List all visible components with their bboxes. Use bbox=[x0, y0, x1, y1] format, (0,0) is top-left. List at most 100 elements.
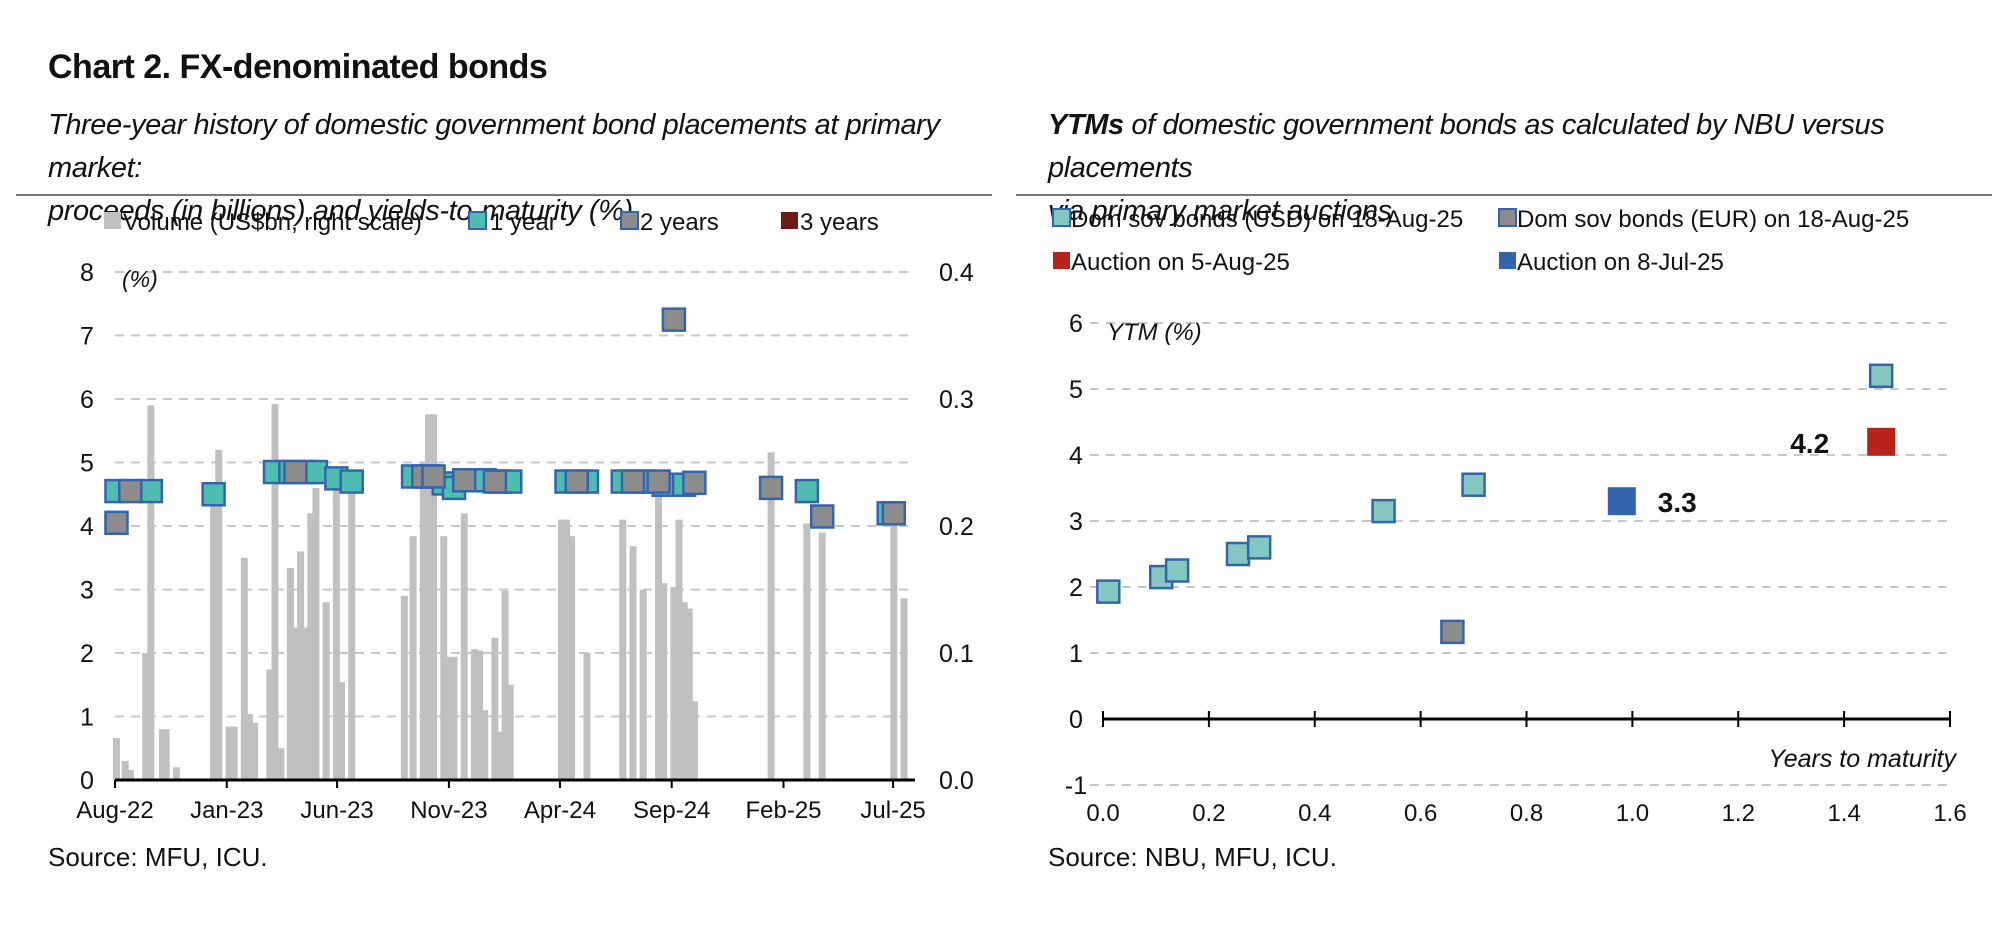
legend-3-years-label: 3 years bbox=[800, 209, 879, 236]
volume-bar bbox=[322, 602, 330, 780]
right-chart-subtitle: YTMs of domestic government bonds as cal… bbox=[1048, 104, 2008, 233]
volume-bar bbox=[690, 701, 698, 780]
legend-volume-swatch bbox=[104, 212, 121, 229]
right-subtitle-line-2: via primary market auctions bbox=[1048, 195, 1392, 227]
y-left-tick-label: 0 bbox=[80, 767, 94, 795]
usd-bond-marker bbox=[1164, 558, 1190, 583]
legend-2-years-swatch bbox=[620, 211, 639, 230]
volume-bar bbox=[297, 551, 305, 780]
volume-bar bbox=[675, 519, 683, 780]
auction-jul-data-label: 3.3 bbox=[1658, 487, 1697, 518]
volume-bar bbox=[639, 589, 647, 780]
ytm-1-year-marker bbox=[303, 459, 329, 485]
x-tick-label: 0.4 bbox=[1298, 800, 1331, 827]
volume-bar bbox=[424, 414, 432, 780]
ytm-2-years-marker bbox=[682, 470, 707, 496]
ytm-2-years-marker bbox=[283, 459, 308, 485]
legend-usd-label: Dom sov bonds (USD) on 18-Aug-25 bbox=[1071, 206, 1463, 233]
volume-bar bbox=[583, 653, 591, 780]
legend-auction-jul-label: Auction on 8-Jul-25 bbox=[1517, 249, 1724, 276]
legend-eur-label: Dom sov bonds (EUR) on 18-Aug-25 bbox=[1517, 206, 1909, 233]
left-divider bbox=[16, 194, 992, 196]
y-left-tick-label: 7 bbox=[80, 323, 94, 351]
volume-bar bbox=[286, 567, 294, 780]
volume-bar bbox=[142, 653, 150, 780]
volume-bar bbox=[501, 590, 509, 780]
y-right-tick-label: 0.2 bbox=[939, 513, 974, 541]
volume-bar bbox=[619, 519, 627, 780]
left-subtitle-line-1: Three-year history of domestic governmen… bbox=[48, 109, 940, 184]
eur-bond-marker bbox=[1440, 619, 1465, 645]
ytm-2-years-marker bbox=[758, 475, 784, 501]
volume-bar bbox=[660, 583, 668, 780]
volume-bar bbox=[158, 729, 166, 780]
volume-bar bbox=[563, 519, 571, 780]
volume-bar bbox=[215, 449, 223, 780]
volume-bar bbox=[121, 760, 129, 780]
volume-bar bbox=[230, 726, 238, 780]
volume-bar bbox=[312, 487, 320, 780]
left-chart-subtitle: Three-year history of domestic governmen… bbox=[48, 104, 1008, 233]
volume-bar bbox=[450, 656, 458, 780]
volume-bar bbox=[818, 532, 826, 780]
x-tick-label: Jan-23 bbox=[190, 797, 263, 824]
y-left-tick-label: 8 bbox=[80, 259, 94, 287]
y-right-tick-label: 0.4 bbox=[939, 259, 974, 287]
left-source-note: Source: MFU, ICU. bbox=[48, 842, 268, 872]
volume-bar bbox=[112, 738, 120, 780]
volume-bar bbox=[460, 513, 468, 780]
x-tick-label: Feb-25 bbox=[745, 797, 821, 824]
y-tick-label: 6 bbox=[1069, 310, 1083, 338]
y-left-tick-label: 6 bbox=[80, 386, 94, 414]
x-tick-label: Nov-23 bbox=[410, 797, 487, 824]
x-tick-label: 0.6 bbox=[1404, 800, 1437, 827]
ytm-2-years-marker bbox=[451, 468, 477, 493]
volume-bar bbox=[557, 519, 565, 780]
volume-bar bbox=[240, 557, 248, 780]
volume-bar bbox=[419, 462, 427, 780]
volume-bar bbox=[900, 598, 908, 780]
ytm-2-years-marker bbox=[881, 501, 907, 526]
x-tick-label: 0.2 bbox=[1192, 800, 1225, 827]
legend-1-year-label: 1 year bbox=[490, 209, 557, 236]
volume-bar bbox=[225, 726, 233, 780]
x-tick-label: Apr-24 bbox=[524, 797, 596, 824]
volume-bar bbox=[470, 649, 478, 780]
volume-bar bbox=[210, 500, 218, 780]
volume-bar bbox=[302, 627, 310, 780]
auction-aug-marker bbox=[1867, 427, 1896, 456]
volume-bar bbox=[685, 608, 693, 780]
usd-bond-marker bbox=[1096, 579, 1121, 604]
volume-bar bbox=[291, 627, 299, 780]
ytm-2-years-marker bbox=[646, 469, 671, 494]
volume-bar bbox=[337, 682, 345, 780]
legend-auction-jul-swatch bbox=[1499, 252, 1516, 269]
left-subtitle-line-2: proceeds (in billions) and yields-to-mat… bbox=[48, 195, 633, 227]
volume-bar bbox=[271, 404, 279, 780]
volume-bar bbox=[803, 523, 811, 780]
volume-bar bbox=[629, 546, 637, 780]
right-subtitle-line-1: of domestic government bonds as calculat… bbox=[1048, 109, 1885, 184]
usd-bond-marker bbox=[1371, 498, 1396, 524]
x-tick-label: Jun-23 bbox=[300, 797, 373, 824]
volume-bar bbox=[655, 487, 663, 780]
legend-3-years-swatch bbox=[781, 212, 798, 229]
usd-bond-marker bbox=[1246, 535, 1272, 560]
volume-bar bbox=[767, 452, 775, 780]
ytm-2-years-marker bbox=[118, 478, 143, 504]
usd-bond-marker bbox=[1461, 472, 1486, 497]
legend-1-year-swatch bbox=[468, 211, 487, 230]
y-tick-label: -1 bbox=[1065, 772, 1087, 800]
volume-bar bbox=[172, 767, 180, 780]
ytm-2-years-marker bbox=[661, 307, 687, 332]
volume-bar bbox=[481, 710, 489, 780]
auction-jul-marker bbox=[1607, 487, 1636, 516]
y-left-tick-label: 1 bbox=[80, 704, 94, 732]
volume-bar bbox=[266, 669, 274, 780]
y-right-tick-label: 0.3 bbox=[939, 386, 974, 414]
volume-bar bbox=[680, 602, 688, 780]
legend-volume-label: Volume (US$bn, right scale) bbox=[123, 209, 422, 236]
ytm-2-years-marker bbox=[482, 469, 508, 494]
ytm-1-year-marker bbox=[138, 478, 164, 504]
